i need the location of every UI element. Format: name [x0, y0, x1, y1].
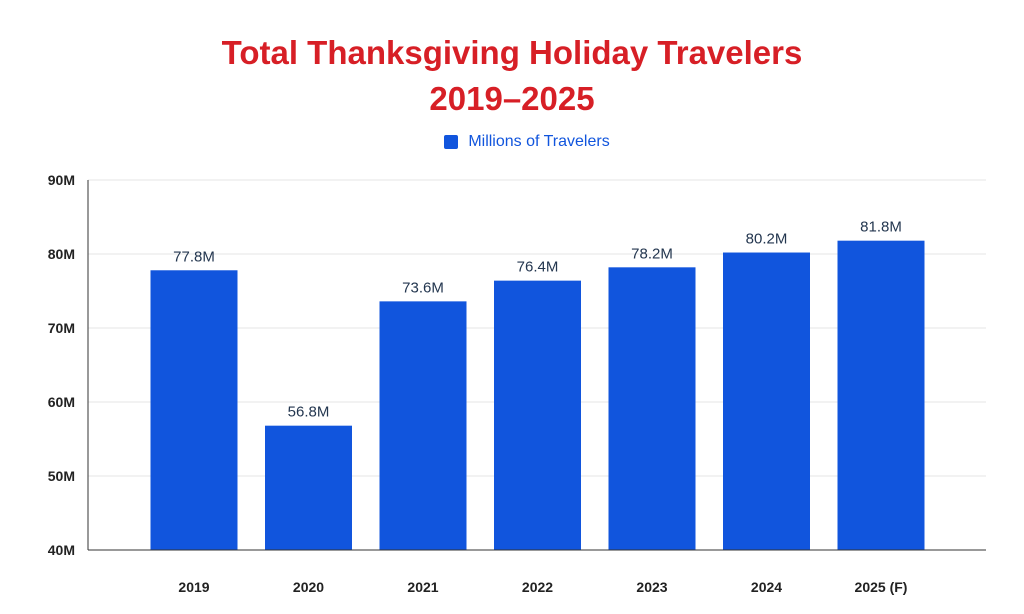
x-tick-label: 2021: [407, 579, 438, 595]
y-tick-label: 50M: [48, 468, 75, 484]
bar: [723, 252, 810, 550]
chart-title-line-1: Total Thanksgiving Holiday Travelers: [221, 34, 803, 71]
chart-legend: Millions of Travelers: [0, 133, 1024, 154]
chart-title-line-2: 2019–2025: [429, 80, 595, 117]
data-label: 56.8M: [288, 404, 330, 421]
y-tick-label: 70M: [48, 320, 75, 336]
bar: [608, 267, 696, 550]
data-label: 80.2M: [746, 231, 788, 248]
x-tick-label: 2019: [178, 579, 209, 595]
data-label: 76.4M: [517, 259, 559, 276]
y-tick-label: 60M: [48, 394, 75, 410]
legend-swatch: [444, 135, 459, 149]
bar: [837, 240, 925, 550]
x-tick-label: 2025 (F): [855, 579, 908, 595]
data-label: 78.2M: [631, 245, 673, 262]
chart-title: Total Thanksgiving Holiday Travelers 201…: [0, 30, 1024, 122]
y-tick-label: 40M: [48, 542, 75, 558]
data-label: 77.8M: [173, 248, 215, 265]
bar: [265, 425, 352, 550]
bar: [150, 270, 238, 550]
bars: [150, 240, 925, 550]
y-tick-label: 80M: [48, 246, 75, 262]
axes: [87, 180, 986, 551]
x-tick-label: 2024: [751, 579, 782, 595]
data-label: 81.8M: [860, 219, 902, 236]
bar: [494, 280, 581, 550]
x-tick-label: 2020: [293, 579, 324, 595]
data-label: 73.6M: [402, 279, 444, 296]
bar: [379, 301, 467, 550]
x-tick-label: 2023: [636, 579, 667, 595]
legend-label: Millions of Travelers: [468, 133, 610, 150]
x-tick-label: 2022: [522, 579, 553, 595]
y-tick-label: 90M: [48, 172, 75, 188]
labels: 40M 50M 60M 70M 80M 90M 77.8M 2019 56.8M 2020 73.6…: [48, 172, 908, 595]
